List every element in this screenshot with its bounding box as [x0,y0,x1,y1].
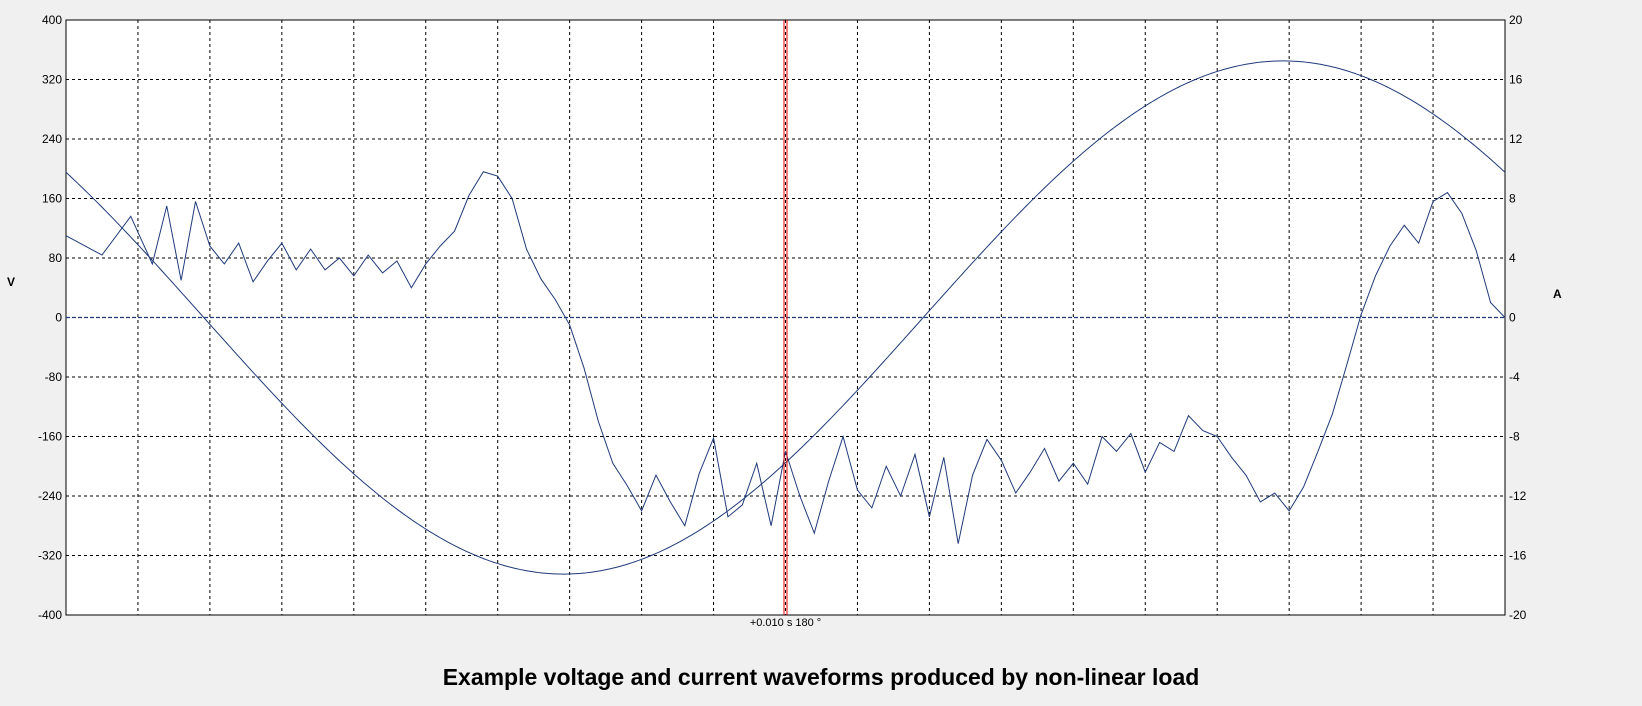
left-tick-label: -240 [38,489,62,503]
left-axis-label: V [7,275,15,289]
right-tick-label: 4 [1509,251,1516,265]
left-tick-label: -400 [38,608,62,622]
right-tick-label: 8 [1509,192,1516,206]
figure-caption: Example voltage and current waveforms pr… [442,664,1200,690]
left-tick-label: -80 [45,370,63,384]
left-tick-label: 80 [49,251,63,265]
right-tick-label: 16 [1509,73,1523,87]
left-tick-label: 320 [42,73,62,87]
right-tick-label: 12 [1509,132,1523,146]
cursor-readout: +0.010 s 180 ° [750,617,821,629]
left-tick-label: -320 [38,549,62,563]
left-tick-label: 0 [55,311,62,325]
right-tick-label: -12 [1509,489,1527,503]
right-tick-label: -4 [1509,370,1520,384]
right-axis-label: A [1553,287,1562,301]
left-tick-label: -160 [38,430,62,444]
left-tick-label: 160 [42,192,62,206]
right-tick-label: -16 [1509,549,1527,563]
right-tick-label: 0 [1509,311,1516,325]
plot-area [65,19,1506,616]
right-tick-label: -20 [1509,608,1527,622]
voltage-trace [65,60,1506,575]
left-tick-label: 400 [42,13,62,27]
left-axis-ticks: 400 320 240 160 80 0 -80 -160 -240 -320 -400 [38,13,62,622]
current-trace [65,171,1506,544]
left-tick-label: 240 [42,132,62,146]
right-tick-label: -8 [1509,430,1520,444]
right-tick-label: 20 [1509,13,1523,27]
right-axis-ticks: 20 16 12 8 4 0 -4 -8 -12 -16 -20 [1509,13,1527,622]
